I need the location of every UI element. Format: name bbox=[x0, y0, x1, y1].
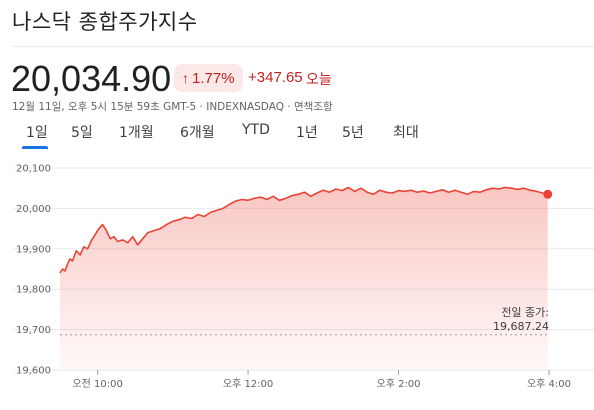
tab-1d[interactable]: 1일 bbox=[26, 125, 48, 141]
quote-meta: 12월 11일, 오후 5시 15분 59초 GMT-5 · INDEXNASD… bbox=[12, 101, 333, 113]
tab-5y[interactable]: 5년 bbox=[342, 125, 364, 141]
range-tabs: 1일 5일 1개월 6개월 YTD 1년 5년 최대 bbox=[12, 120, 532, 150]
y-tick-label: 20,100 bbox=[16, 164, 51, 175]
y-tick-label: 19,700 bbox=[16, 325, 51, 336]
y-tick-label: 20,000 bbox=[16, 204, 51, 215]
price-line bbox=[59, 186, 548, 274]
tab-6m[interactable]: 6개월 bbox=[180, 125, 215, 141]
y-tick-label: 19,600 bbox=[16, 366, 51, 377]
active-tab-indicator bbox=[22, 146, 48, 149]
change-percent: 1.77% bbox=[192, 69, 235, 87]
tab-ytd[interactable]: YTD bbox=[242, 122, 270, 138]
last-price-dot bbox=[543, 189, 553, 199]
page-title: 나스닥 종합주가지수 bbox=[12, 10, 198, 34]
x-tick-label: 오후 4:00 bbox=[527, 378, 571, 390]
y-tick-label: 19,900 bbox=[16, 244, 51, 255]
header-divider bbox=[12, 46, 594, 47]
x-tick-label: 오전 10:00 bbox=[72, 378, 122, 390]
tab-1y[interactable]: 1년 bbox=[296, 125, 318, 141]
tab-5d[interactable]: 5일 bbox=[71, 125, 93, 141]
change-period: 오늘 bbox=[306, 72, 332, 88]
tab-max[interactable]: 최대 bbox=[393, 125, 419, 141]
x-tick-label: 오후 12:00 bbox=[223, 378, 273, 390]
change-absolute: +347.65 bbox=[248, 69, 303, 86]
x-tick-label: 오후 2:00 bbox=[377, 378, 421, 390]
y-tick-label: 19,800 bbox=[16, 285, 51, 296]
tab-1m[interactable]: 1개월 bbox=[119, 125, 154, 141]
previous-close-value: 19,687.24 bbox=[493, 320, 549, 333]
price-area bbox=[60, 187, 548, 370]
current-price: 20,034.90 bbox=[11, 58, 172, 99]
previous-close-label: 전일 종가: bbox=[501, 305, 549, 319]
arrow-up-icon: ↑ bbox=[182, 70, 189, 86]
change-percent-badge: ↑ 1.77% bbox=[174, 64, 243, 92]
